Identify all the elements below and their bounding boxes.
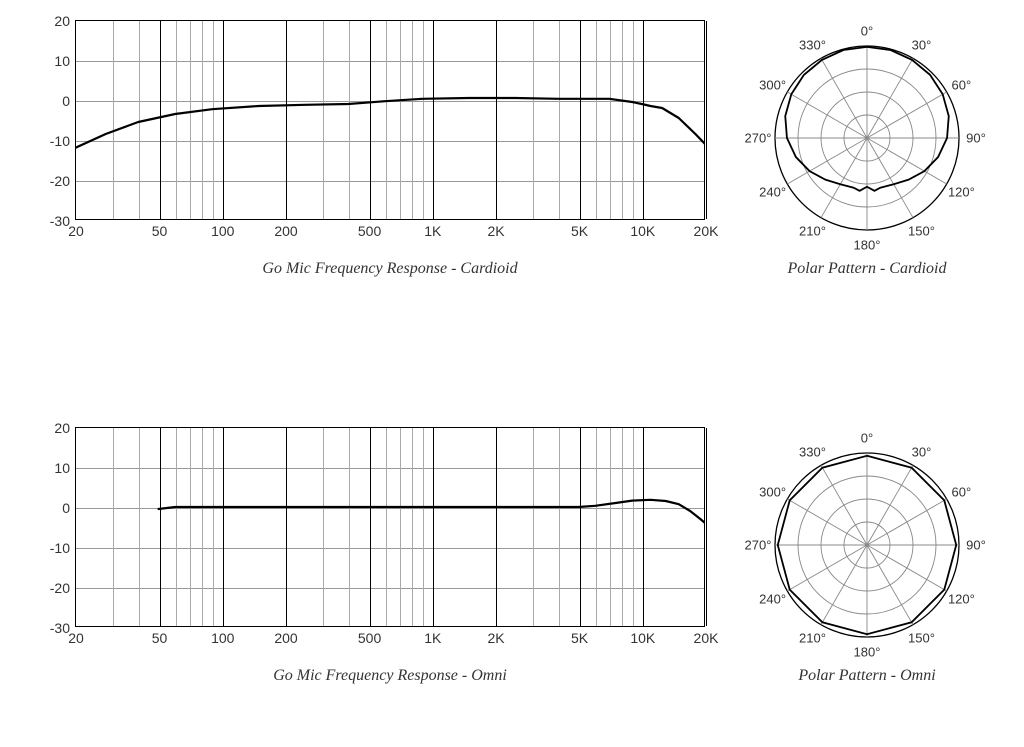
polar-angle-label: 330° xyxy=(799,38,826,53)
polar-angle-label: 60° xyxy=(952,77,972,92)
xtick-label: 10K xyxy=(630,626,655,646)
polar-angle-label: 180° xyxy=(854,238,881,253)
polar-angle-label: 120° xyxy=(948,591,975,606)
xtick-label: 10K xyxy=(630,219,655,239)
row-cardioid: 20100-10-20-3020501002005001K2K5K10K20K … xyxy=(0,20,1024,340)
xtick-label: 20K xyxy=(694,626,719,646)
xtick-label: 100 xyxy=(211,626,234,646)
polar-angle-label: 210° xyxy=(799,223,826,238)
xtick-label: 2K xyxy=(487,219,504,239)
polar-caption-cardioid: Polar Pattern - Cardioid xyxy=(745,260,989,278)
xtick-label: 500 xyxy=(358,219,381,239)
polar-angle-label: 120° xyxy=(948,184,975,199)
xtick-label: 20 xyxy=(68,626,84,646)
ytick-label: 10 xyxy=(54,53,76,69)
polar-angle-label: 300° xyxy=(759,484,786,499)
ytick-label: -20 xyxy=(50,173,76,189)
ytick-label: 0 xyxy=(62,500,76,516)
polar-angle-label: 150° xyxy=(908,223,935,238)
row-omni: 20100-10-20-3020501002005001K2K5K10K20K … xyxy=(0,427,1024,747)
xtick-label: 50 xyxy=(152,626,168,646)
polar-angle-label: 180° xyxy=(854,645,881,660)
ytick-label: 20 xyxy=(54,13,76,29)
polar-angle-label: 30° xyxy=(912,38,932,53)
ytick-label: -10 xyxy=(50,540,76,556)
freq-caption-cardioid: Go Mic Frequency Response - Cardioid xyxy=(75,260,705,278)
polar-caption-omni: Polar Pattern - Omni xyxy=(745,667,989,685)
xtick-label: 200 xyxy=(274,626,297,646)
polar-angle-label: 300° xyxy=(759,77,786,92)
polar-svg-omni xyxy=(755,427,979,663)
ytick-label: 20 xyxy=(54,420,76,436)
polar-angle-label: 330° xyxy=(799,445,826,460)
polar-chart-omni: 0°30°60°90°120°150°180°210°240°270°300°3… xyxy=(755,427,979,663)
ytick-label: -10 xyxy=(50,133,76,149)
freq-caption-omni: Go Mic Frequency Response - Omni xyxy=(75,667,705,685)
polar-angle-label: 90° xyxy=(966,538,986,553)
polar-angle-label: 90° xyxy=(966,131,986,146)
polar-angle-label: 30° xyxy=(912,445,932,460)
xtick-label: 2K xyxy=(487,626,504,646)
ytick-label: 10 xyxy=(54,460,76,476)
polar-angle-label: 150° xyxy=(908,630,935,645)
freq-chart-omni: 20100-10-20-3020501002005001K2K5K10K20K xyxy=(75,427,705,627)
xtick-label: 100 xyxy=(211,219,234,239)
polar-angle-label: 240° xyxy=(759,184,786,199)
xtick-label: 20 xyxy=(68,219,84,239)
polar-angle-label: 270° xyxy=(745,538,772,553)
freq-curve-cardioid xyxy=(75,20,705,220)
polar-svg-cardioid xyxy=(755,20,979,256)
xtick-label: 500 xyxy=(358,626,381,646)
xtick-label: 1K xyxy=(424,626,441,646)
polar-angle-label: 60° xyxy=(952,484,972,499)
xtick-label: 1K xyxy=(424,219,441,239)
xtick-label: 20K xyxy=(694,219,719,239)
xtick-label: 5K xyxy=(571,219,588,239)
freq-curve-omni xyxy=(75,427,705,627)
polar-chart-cardioid: 0°30°60°90°120°150°180°210°240°270°300°3… xyxy=(755,20,979,256)
xtick-label: 5K xyxy=(571,626,588,646)
polar-angle-label: 270° xyxy=(745,131,772,146)
polar-angle-label: 0° xyxy=(861,431,873,446)
ytick-label: 0 xyxy=(62,93,76,109)
freq-chart-cardioid: 20100-10-20-3020501002005001K2K5K10K20K xyxy=(75,20,705,220)
polar-angle-label: 210° xyxy=(799,630,826,645)
polar-angle-label: 0° xyxy=(861,24,873,39)
polar-angle-label: 240° xyxy=(759,591,786,606)
xtick-label: 200 xyxy=(274,219,297,239)
ytick-label: -20 xyxy=(50,580,76,596)
xtick-label: 50 xyxy=(152,219,168,239)
